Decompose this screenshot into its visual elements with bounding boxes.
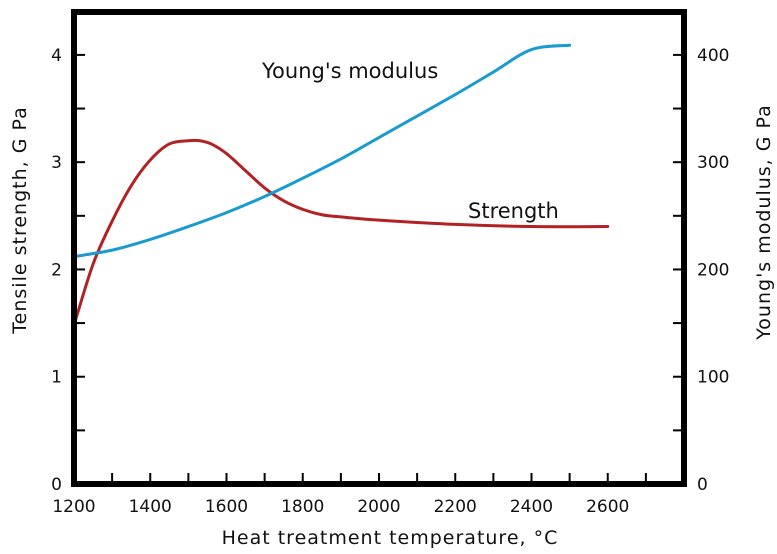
x-tick-label: 2000 — [357, 497, 400, 517]
strength-series-label: Strength — [468, 199, 559, 223]
y-left-tick-label: 1 — [51, 368, 62, 388]
y-left-tick-label: 2 — [51, 260, 62, 280]
y-right-tick-label: 400 — [697, 46, 729, 66]
y-axis-left-title: Tensile strength, G Pa — [9, 106, 31, 334]
y-right-tick-label: 200 — [697, 260, 729, 280]
x-axis-title: Heat treatment temperature, °C — [222, 527, 559, 549]
x-tick-label: 2400 — [510, 497, 553, 517]
y-left-tick-label: 3 — [51, 153, 62, 173]
x-tick-label: 1200 — [52, 497, 95, 517]
y-right-tick-label: 100 — [697, 368, 729, 388]
series-layer — [72, 43, 610, 327]
plot-frame — [71, 9, 687, 487]
y-right-tick-label: 0 — [697, 475, 708, 495]
x-tick-label: 1800 — [281, 497, 324, 517]
strength-line — [72, 138, 610, 327]
x-tick-label: 1400 — [129, 497, 172, 517]
y-left-tick-label: 4 — [51, 46, 62, 66]
youngs-modulus-series-label: Young's modulus — [261, 59, 438, 83]
young-s-modulus-line — [72, 43, 572, 259]
x-tick-label: 2200 — [434, 497, 477, 517]
y-axis-right-title: Young's modulus, G Pa — [753, 104, 775, 341]
x-tick-label: 1600 — [205, 497, 248, 517]
y-right-tick-label: 300 — [697, 153, 729, 173]
ticks-layer: 1200 1400 1600 1800 2000 2200 2400 2600 0 1 2 3 4 0 10… — [51, 46, 729, 517]
y-left-tick-label: 0 — [51, 475, 62, 495]
x-tick-label: 2600 — [586, 497, 629, 517]
